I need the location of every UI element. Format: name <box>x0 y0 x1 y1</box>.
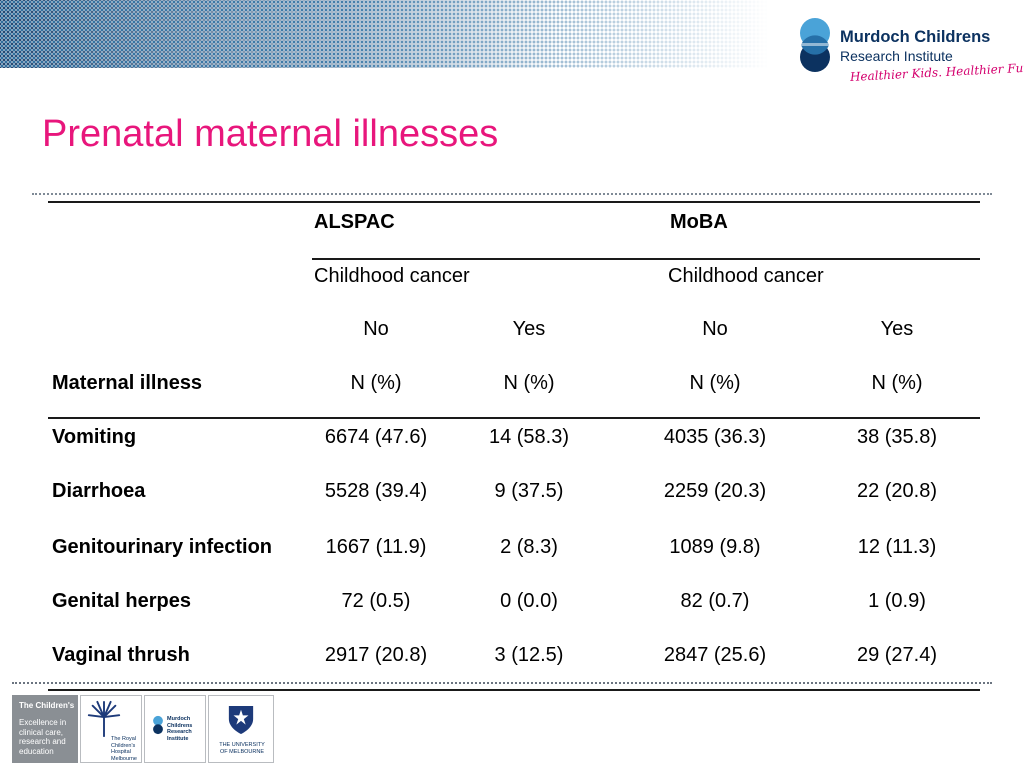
table-cell: 4035 (36.3) <box>663 426 767 448</box>
row-header-label: Maternal illness <box>52 372 203 394</box>
table-cell: 22 (20.8) <box>856 480 938 502</box>
column-header: Yes <box>880 318 914 340</box>
table-cell: 2 (8.3) <box>500 536 558 558</box>
mcri-circles-icon <box>800 18 830 72</box>
column-header: No <box>702 318 728 340</box>
table-cell: 72 (0.5) <box>341 590 411 612</box>
table-top-rule <box>48 201 980 203</box>
rch-logo: The Royal Children's Hospital Melbourne <box>80 695 142 763</box>
column-header: Yes <box>512 318 546 340</box>
rch-tree-icon <box>87 700 121 738</box>
row-label: Vomiting <box>52 426 137 448</box>
childrens-text: Excellence in clinical care, research an… <box>19 718 67 756</box>
header-bottom-rule <box>48 417 980 419</box>
mcri-footer-text: Murdoch Childrens Research Institute <box>167 716 193 742</box>
table-cell: 6674 (47.6) <box>324 426 428 448</box>
childrens-title: The Children's <box>19 701 75 710</box>
unit-label: N (%) <box>689 372 741 394</box>
row-label: Vaginal thrush <box>52 644 190 666</box>
table-cell: 29 (27.4) <box>856 644 938 666</box>
unit-label: N (%) <box>350 372 402 394</box>
uom-crest-icon <box>228 706 254 734</box>
row-label: Diarrhoea <box>52 480 146 502</box>
group-alspac: ALSPAC <box>314 211 395 233</box>
uom-text: THE UNIVERSITY OF MELBOURNE <box>219 742 265 755</box>
table-cell: 12 (11.3) <box>857 536 937 558</box>
table-cell: 2917 (20.8) <box>324 644 428 666</box>
childrens-campus-logo: The Children's Excellence in clinical ca… <box>12 695 78 763</box>
group-moba: MoBA <box>670 211 728 233</box>
table-cell: 1089 (9.8) <box>669 536 761 558</box>
subheader-moba: Childhood cancer <box>668 265 824 287</box>
table-cell: 82 (0.7) <box>680 590 750 612</box>
table-cell: 2259 (20.3) <box>663 480 767 502</box>
logo-name: Murdoch Childrens <box>840 28 991 46</box>
mcri-logo: Murdoch Childrens Research Institute Hea… <box>794 16 1024 94</box>
unit-label: N (%) <box>503 372 555 394</box>
mcri-footer-circles-icon <box>153 715 163 735</box>
table-bottom-rule <box>48 689 980 691</box>
table-cell: 2847 (25.6) <box>663 644 767 666</box>
row-label: Genitourinary infection <box>52 536 273 558</box>
subheader-alspac: Childhood cancer <box>314 265 470 287</box>
table-cell: 5528 (39.4) <box>324 480 428 502</box>
rch-text: The Royal Children's Hospital Melbourne <box>111 736 137 762</box>
column-header: No <box>363 318 389 340</box>
uom-logo: THE UNIVERSITY OF MELBOURNE <box>208 695 274 763</box>
header-dot-pattern-dark <box>0 0 560 68</box>
mcri-footer-logo: Murdoch Childrens Research Institute <box>144 695 206 763</box>
group-rule <box>312 258 980 260</box>
footer-dotted-rule <box>12 682 992 684</box>
table-cell: 0 (0.0) <box>500 590 558 612</box>
logo-subtitle: Research Institute <box>840 48 953 64</box>
title-separator <box>32 193 992 195</box>
slide-title: Prenatal maternal illnesses <box>42 113 499 155</box>
table-cell: 3 (12.5) <box>494 644 564 666</box>
table-cell: 9 (37.5) <box>494 480 564 502</box>
table-cell: 1 (0.9) <box>868 590 926 612</box>
table-cell: 38 (35.8) <box>856 426 938 448</box>
row-label: Genital herpes <box>52 590 191 612</box>
table-cell: 14 (58.3) <box>488 426 570 448</box>
table-cell: 1667 (11.9) <box>325 536 427 558</box>
unit-label: N (%) <box>871 372 923 394</box>
